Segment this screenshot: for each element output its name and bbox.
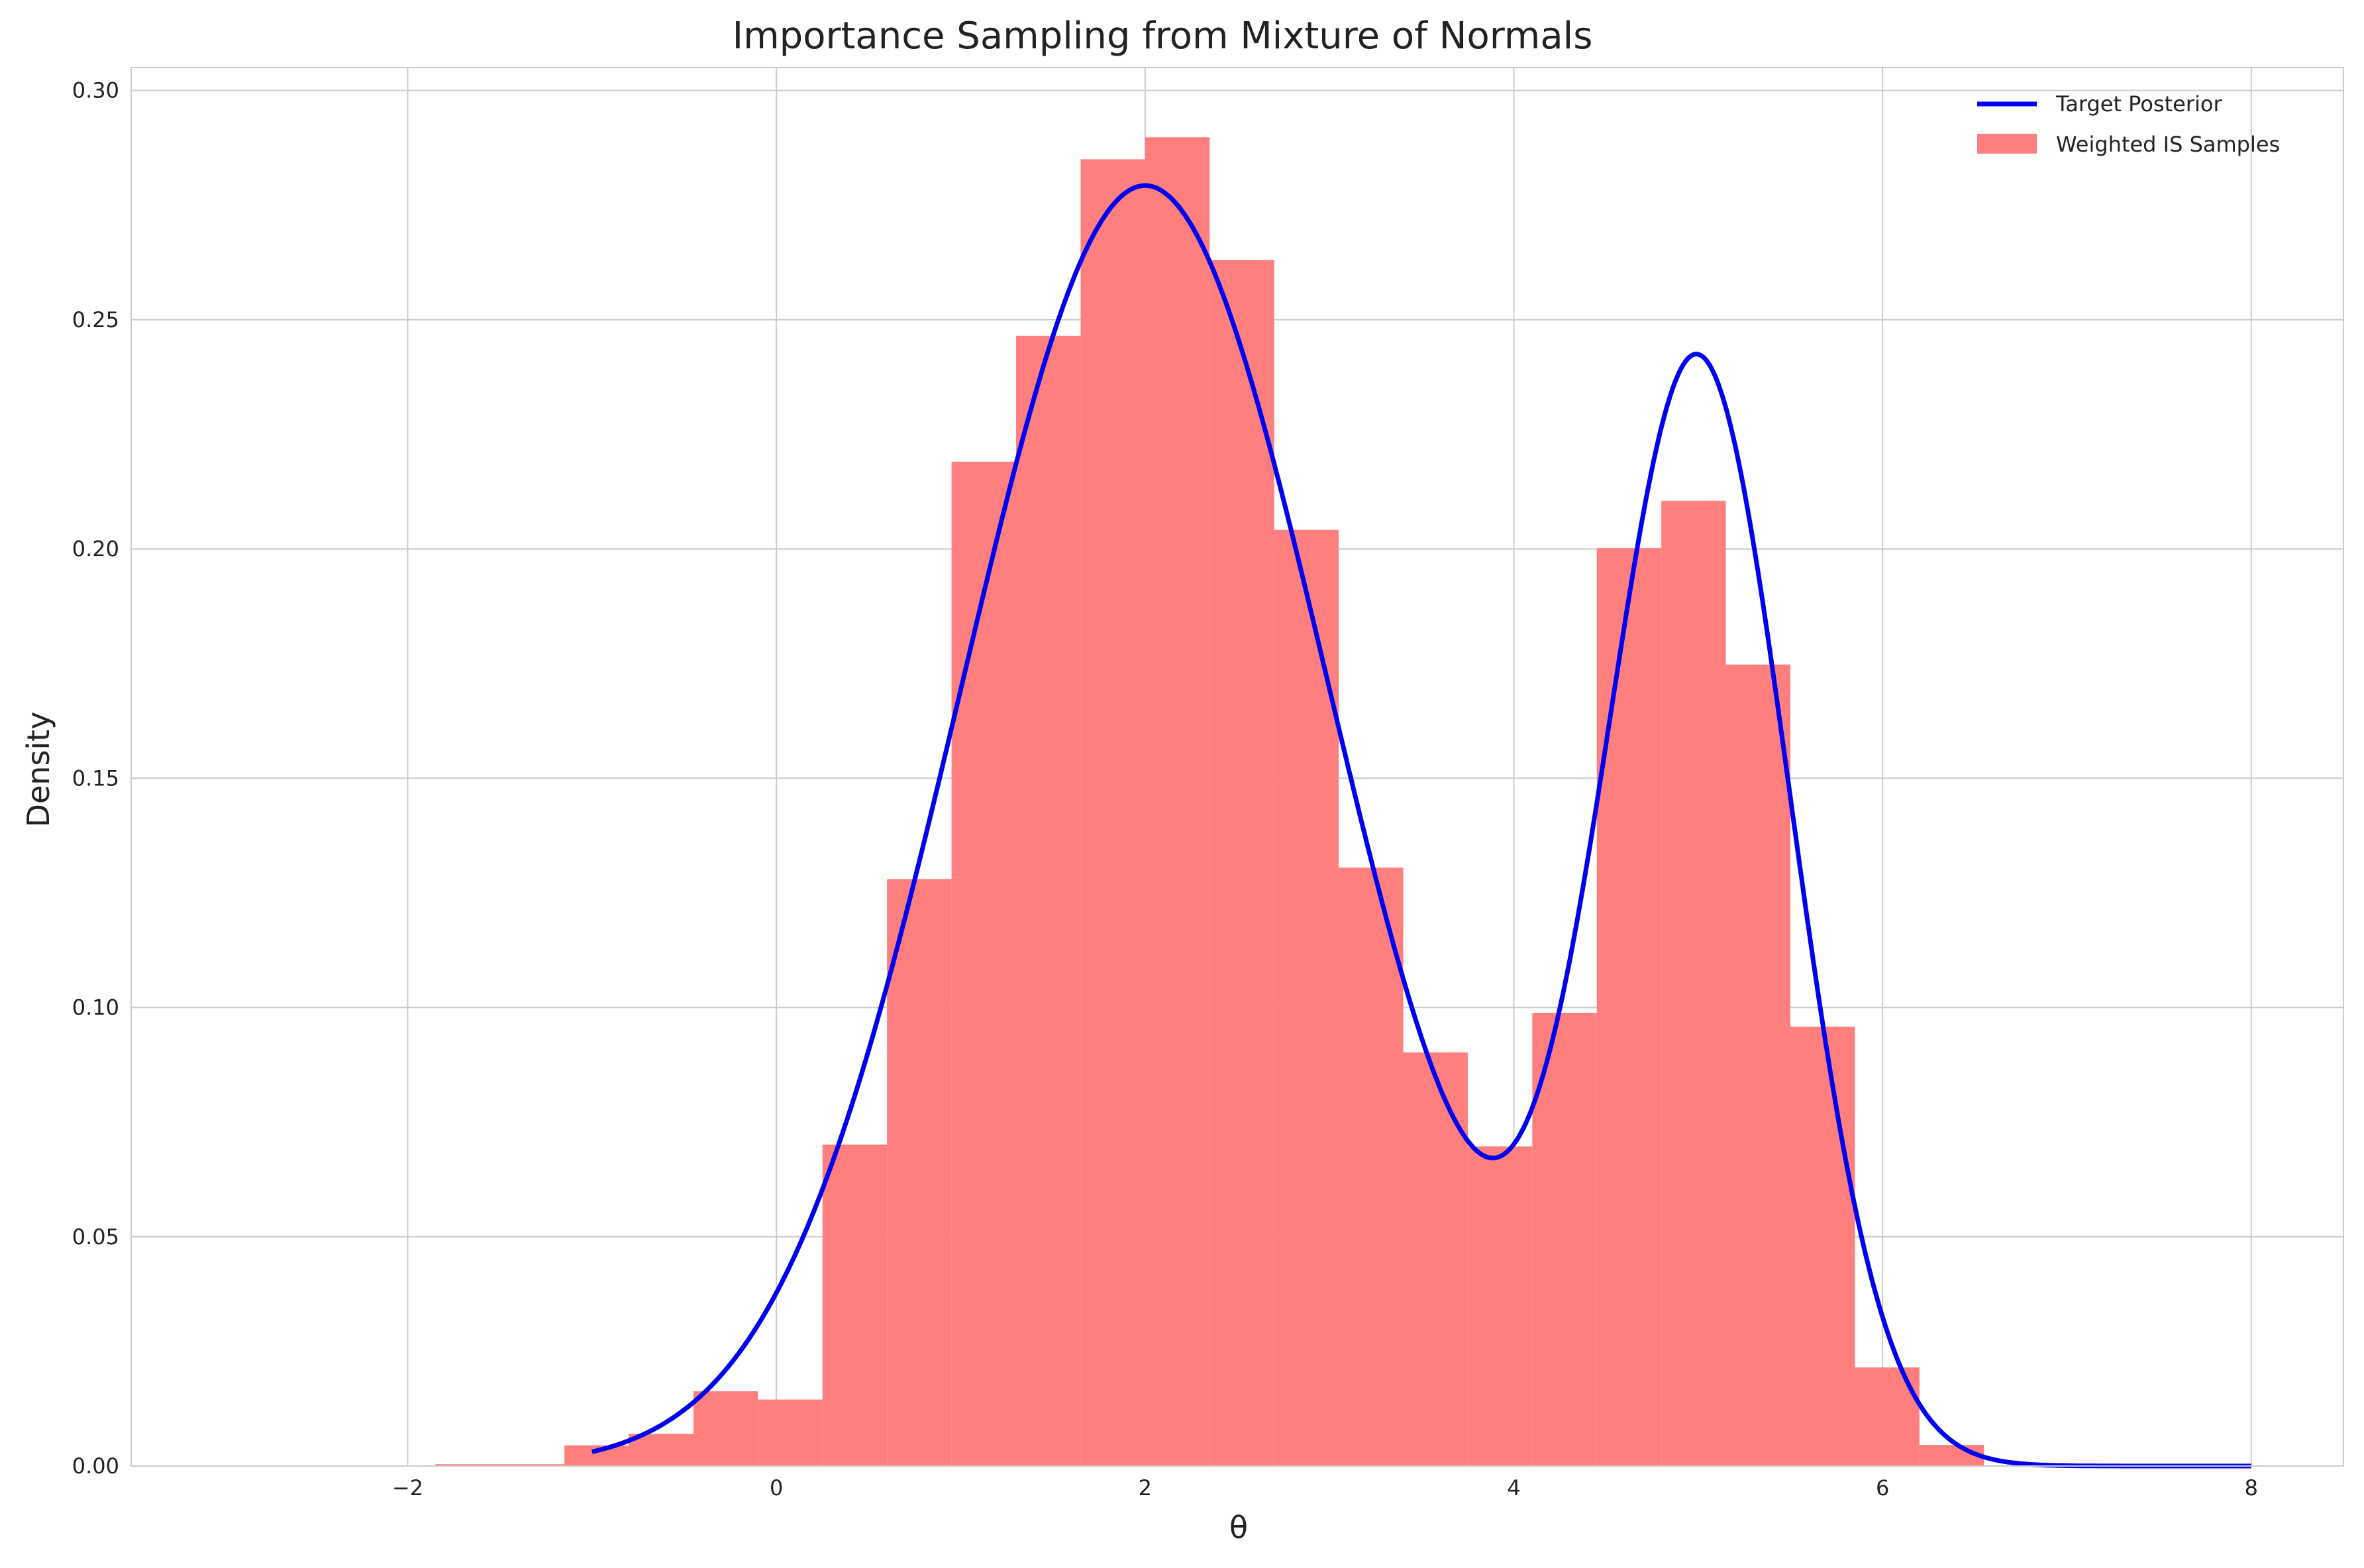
histogram-bar xyxy=(693,1391,758,1466)
histogram-bar xyxy=(1596,548,1662,1466)
histogram-bar xyxy=(822,1144,888,1466)
histogram-bar xyxy=(629,1434,694,1466)
histogram-bar xyxy=(1080,159,1145,1466)
x-tick-label: 4 xyxy=(1507,1475,1520,1500)
histogram-bar xyxy=(887,879,952,1466)
legend-label-weighted-is-samples: Weighted IS Samples xyxy=(2056,132,2280,157)
x-tick-label: 0 xyxy=(770,1475,783,1500)
histogram-bar xyxy=(1725,664,1790,1466)
histogram-bar xyxy=(1532,1012,1597,1466)
histogram-bar xyxy=(1145,137,1210,1466)
histogram-bar xyxy=(1339,867,1404,1466)
y-tick-label: 0.05 xyxy=(72,1224,119,1250)
x-tick-label: −2 xyxy=(392,1475,423,1500)
y-tick-label: 0.20 xyxy=(72,536,119,562)
x-tick-label: 8 xyxy=(2245,1475,2258,1500)
histogram-bar xyxy=(1209,260,1274,1467)
histogram-bar xyxy=(1274,529,1339,1466)
histogram-bar xyxy=(1661,501,1726,1466)
x-axis-label: θ xyxy=(1229,1510,1248,1545)
chart-title: Importance Sampling from Mixture of Norm… xyxy=(733,15,1593,58)
histogram-bar xyxy=(1790,1026,1855,1466)
histogram-bar xyxy=(1403,1052,1468,1466)
x-tick-label: 2 xyxy=(1139,1475,1152,1500)
legend-bar-swatch xyxy=(1977,134,2037,154)
y-tick-label: 0.10 xyxy=(72,995,119,1020)
histogram-bar xyxy=(435,1464,500,1466)
plot-frame xyxy=(130,67,2344,1467)
y-tick-label: 0.25 xyxy=(72,307,119,332)
legend: Target Posterior Weighted IS Samples xyxy=(1977,91,2280,157)
histogram-bar xyxy=(1016,336,1081,1467)
y-tick-labels: 0.00 0.05 0.10 0.15 0.20 0.25 0.30 xyxy=(72,78,119,1479)
y-axis-label: Density xyxy=(21,712,56,828)
target-posterior-curve xyxy=(591,183,2252,1469)
legend-label-target-posterior: Target Posterior xyxy=(2055,91,2222,117)
y-tick-label: 0.00 xyxy=(72,1453,119,1479)
histogram-bar xyxy=(951,462,1016,1466)
x-tick-label: 6 xyxy=(1876,1475,1889,1500)
histogram-bar xyxy=(499,1464,565,1466)
y-tick-label: 0.30 xyxy=(72,78,119,103)
y-tick-label: 0.15 xyxy=(72,765,119,791)
x-tick-labels: −2 0 2 4 6 8 xyxy=(392,1475,2258,1500)
histogram-bar xyxy=(758,1399,823,1466)
histogram-bar xyxy=(1467,1146,1533,1466)
target-posterior-line xyxy=(591,183,2252,1469)
histogram-bars xyxy=(435,137,1984,1467)
